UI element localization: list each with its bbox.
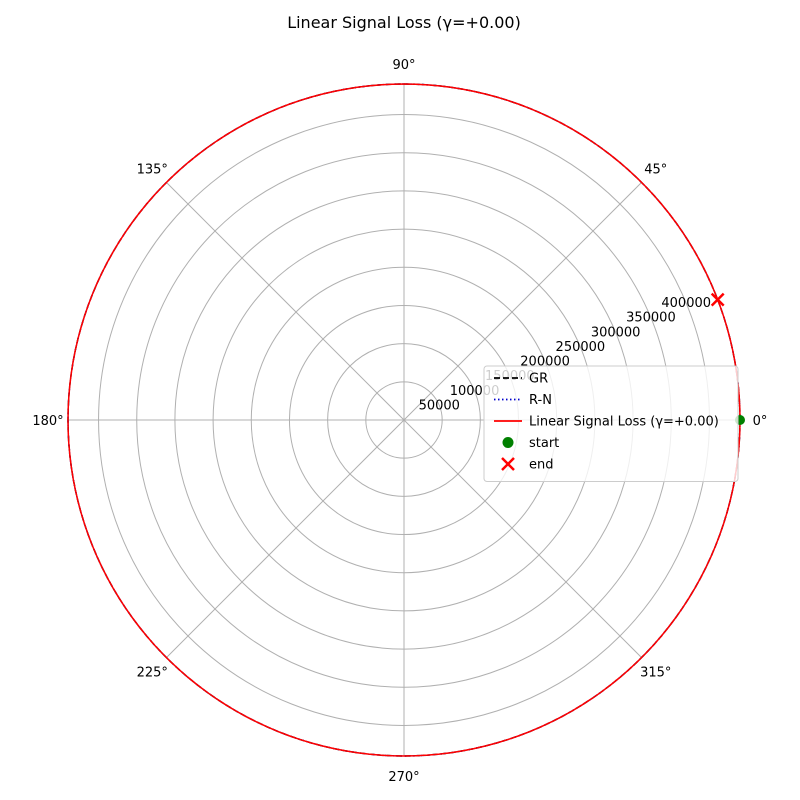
tick-labels: 0°45°90°135°180°225°270°315°500001000001… bbox=[32, 58, 767, 785]
theta-gridline bbox=[403, 419, 642, 658]
theta-gridline bbox=[403, 182, 642, 421]
legend-label: GR bbox=[529, 372, 548, 387]
theta-tick-label: 270° bbox=[388, 770, 419, 785]
theta-tick-label: 90° bbox=[392, 58, 415, 73]
theta-tick-label: 180° bbox=[32, 414, 63, 429]
theta-gridline bbox=[166, 419, 405, 658]
legend-label: R-N bbox=[529, 393, 552, 408]
theta-tick-label: 225° bbox=[137, 666, 168, 681]
legend-label: Linear Signal Loss (γ=+0.00) bbox=[529, 415, 719, 430]
legend-entry-linear-signal-loss-0-00: Linear Signal Loss (γ=+0.00) bbox=[494, 415, 719, 430]
legend-frame bbox=[483, 365, 739, 482]
r-tick-label: 50000 bbox=[419, 398, 460, 413]
legend-swatch bbox=[501, 457, 515, 471]
series-layer bbox=[67, 83, 741, 757]
legend-entry-gr: GR bbox=[494, 372, 548, 387]
theta-gridline bbox=[166, 182, 405, 421]
r-tick-label: 350000 bbox=[626, 311, 676, 326]
legend: GR R-N Linear Signal Loss (γ=+0.00) start en… bbox=[483, 365, 739, 482]
legend-label: end bbox=[529, 458, 554, 473]
theta-tick-label: 45° bbox=[644, 162, 667, 177]
series-linear-signal-loss-0-00 bbox=[67, 83, 741, 757]
theta-tick-label: 0° bbox=[753, 414, 768, 429]
legend-entry-r-n: R-N bbox=[494, 393, 552, 408]
theta-tick-label: 315° bbox=[640, 666, 671, 681]
r-gridline bbox=[365, 381, 443, 459]
legend-swatch bbox=[502, 437, 514, 448]
legend-entry-start: start bbox=[502, 436, 559, 451]
legend-label: start bbox=[529, 436, 559, 451]
theta-tick-label: 135° bbox=[137, 162, 168, 177]
r-tick-label: 250000 bbox=[556, 340, 606, 355]
marker-end bbox=[710, 292, 725, 307]
r-tick-label: 300000 bbox=[591, 325, 641, 340]
r-tick-label: 400000 bbox=[661, 296, 711, 311]
r-gridline bbox=[327, 343, 481, 497]
legend-entry-end: end bbox=[501, 457, 554, 473]
chart-title: Linear Signal Loss (γ=+0.00) bbox=[287, 13, 521, 32]
